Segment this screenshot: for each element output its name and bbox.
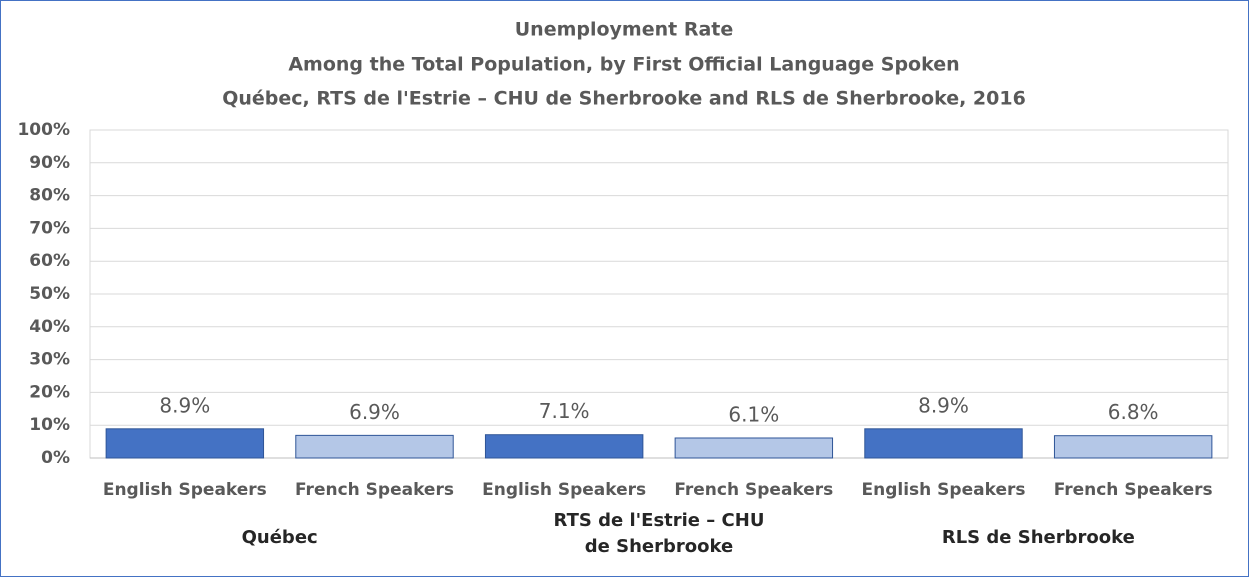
value-label: 8.9% <box>918 393 969 417</box>
chart-title: Unemployment Rate <box>515 19 734 41</box>
group-label: RLS de Sherbrooke <box>941 527 1135 548</box>
y-tick-label: 80% <box>29 186 70 206</box>
x-tick-label: English Speakers <box>862 480 1026 500</box>
x-tick-label: English Speakers <box>482 480 646 500</box>
x-tick-label: French Speakers <box>295 480 454 500</box>
value-label: 7.1% <box>539 399 590 423</box>
value-label: 6.8% <box>1108 400 1159 424</box>
y-tick-label: 90% <box>29 153 70 173</box>
chart-subtitle: Among the Total Population, by First Off… <box>288 54 959 76</box>
bar <box>864 428 1023 459</box>
y-tick-label: 40% <box>29 317 70 337</box>
x-tick-label: French Speakers <box>1054 480 1213 500</box>
y-tick-label: 100% <box>17 120 70 140</box>
y-tick-label: 70% <box>29 218 70 238</box>
y-tick-label: 0% <box>41 448 70 468</box>
value-label: 8.9% <box>159 393 210 417</box>
bar <box>484 434 644 459</box>
group-label: Québec <box>241 527 318 548</box>
y-tick-label: 20% <box>29 382 70 402</box>
group-label: RTS de l'Estrie – CHU de Sherbrooke <box>553 510 765 557</box>
bar <box>105 428 265 459</box>
y-tick-label: 50% <box>29 284 70 304</box>
y-tick-label: 10% <box>29 415 70 435</box>
bar <box>674 437 834 459</box>
x-tick-label: French Speakers <box>674 480 833 500</box>
x-tick-label: English Speakers <box>103 480 267 500</box>
value-label: 6.9% <box>349 400 400 424</box>
value-label: 6.1% <box>728 402 779 426</box>
bar <box>1053 435 1213 459</box>
chart-subtitle: Québec, RTS de l'Estrie – CHU de Sherbro… <box>222 88 1026 110</box>
bar <box>295 434 454 459</box>
y-tick-label: 60% <box>29 251 70 271</box>
y-tick-label: 30% <box>29 350 70 370</box>
